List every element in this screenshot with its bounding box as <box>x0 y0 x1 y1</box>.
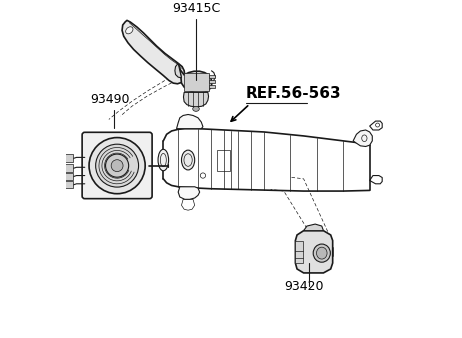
Ellipse shape <box>193 106 199 111</box>
Polygon shape <box>304 224 323 231</box>
Circle shape <box>89 138 145 194</box>
FancyBboxPatch shape <box>62 181 73 188</box>
Text: 93490: 93490 <box>91 93 130 106</box>
Text: 93420: 93420 <box>284 280 323 293</box>
Circle shape <box>105 154 128 177</box>
Polygon shape <box>176 115 203 129</box>
Polygon shape <box>175 63 182 78</box>
Circle shape <box>96 144 139 187</box>
Polygon shape <box>295 241 303 263</box>
Circle shape <box>111 160 123 172</box>
FancyBboxPatch shape <box>62 154 73 162</box>
Polygon shape <box>295 231 333 273</box>
Bar <box>209 75 215 78</box>
Polygon shape <box>178 187 200 199</box>
FancyBboxPatch shape <box>62 173 73 180</box>
Text: REF.56-563: REF.56-563 <box>246 86 341 101</box>
Ellipse shape <box>182 150 195 170</box>
Ellipse shape <box>316 247 327 259</box>
Ellipse shape <box>126 27 133 34</box>
Bar <box>209 85 215 89</box>
Ellipse shape <box>158 149 169 171</box>
Polygon shape <box>353 130 372 146</box>
Polygon shape <box>183 92 208 107</box>
Bar <box>209 80 215 83</box>
FancyBboxPatch shape <box>82 132 152 199</box>
Polygon shape <box>122 20 185 84</box>
Ellipse shape <box>313 244 330 262</box>
FancyBboxPatch shape <box>62 164 73 172</box>
Text: 93415C: 93415C <box>172 2 220 16</box>
FancyBboxPatch shape <box>184 73 209 91</box>
Polygon shape <box>178 63 212 93</box>
